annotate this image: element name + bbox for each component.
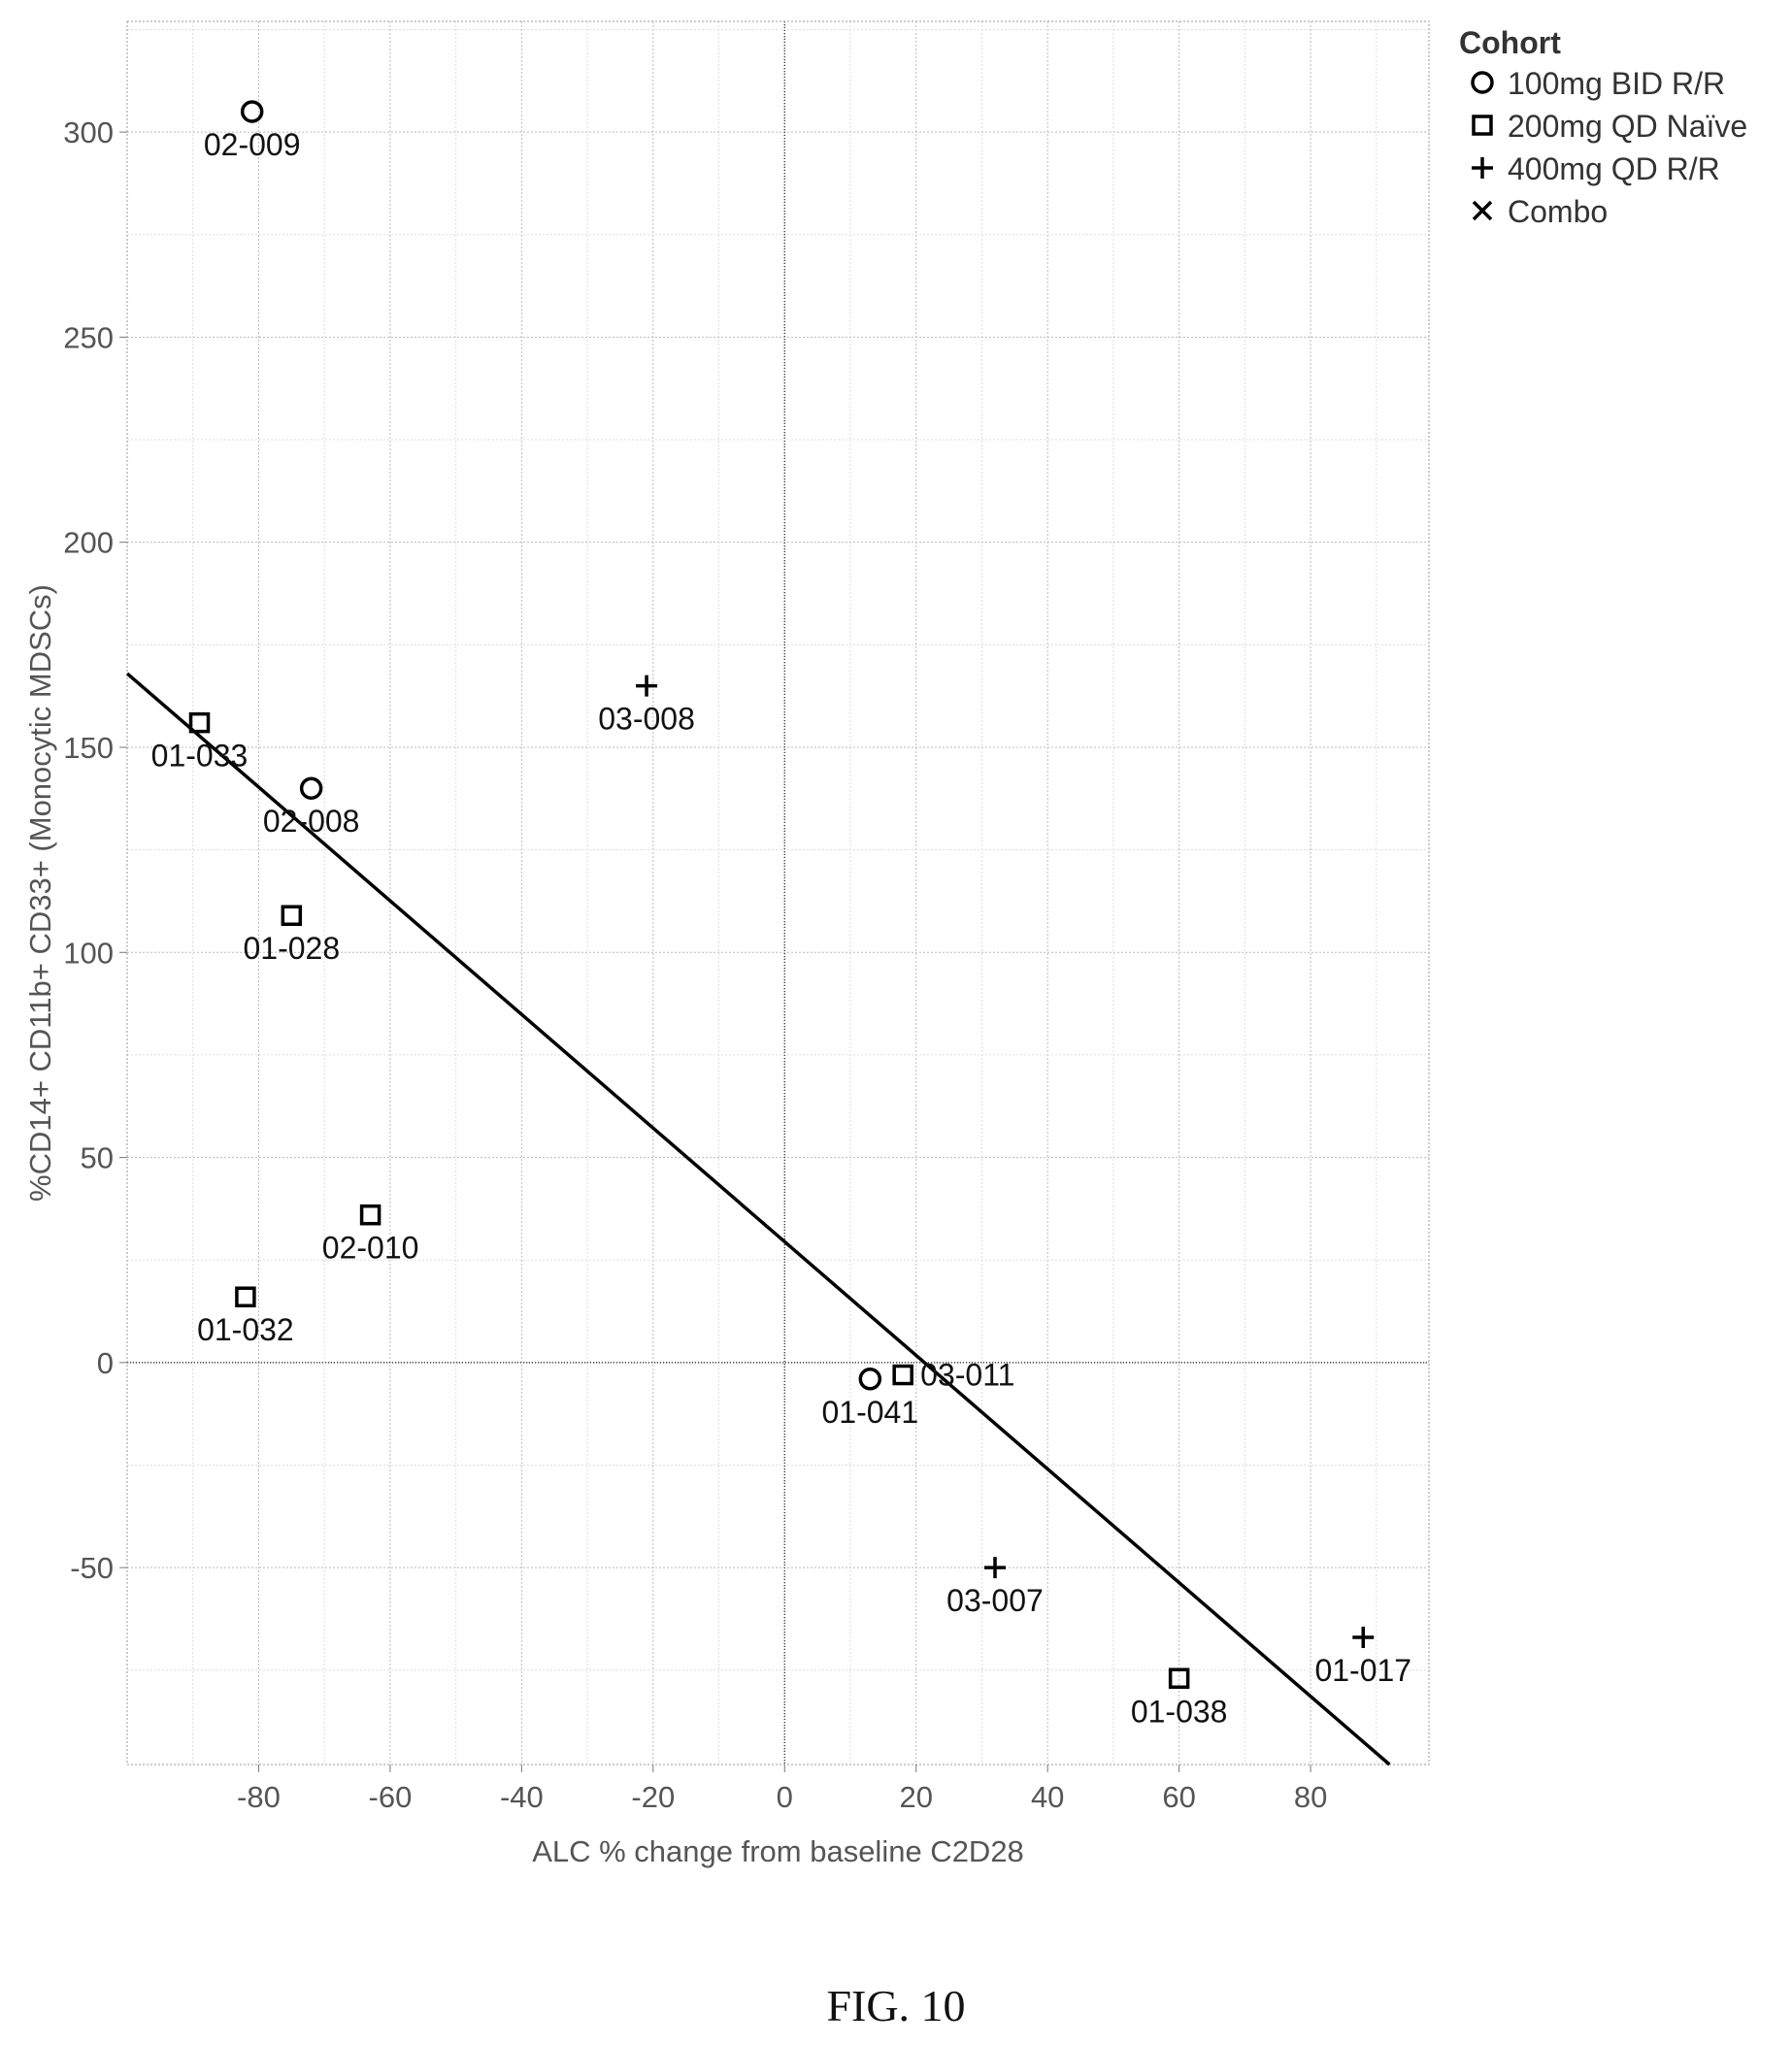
legend-marker-square <box>1472 115 1493 136</box>
legend-entries: 100mg BID R/R 200mg QD Naïve 400mg QD R/R C… <box>1471 66 1747 229</box>
y-tick-label: 300 <box>63 115 114 149</box>
x-tick-label: 40 <box>1031 1780 1064 1814</box>
point-label-02-009: 02-009 <box>204 127 301 162</box>
y-axis-ticks: -50 0 50 100 150 200 250 300 <box>63 115 127 1585</box>
data-point-01-033 <box>188 711 211 734</box>
x-axis-ticks: -80 -60 -40 -20 0 20 40 60 80 <box>237 1765 1327 1814</box>
legend-label-square: 200mg QD Naïve <box>1508 109 1747 144</box>
x-tick-label: 0 <box>777 1780 793 1814</box>
data-point-01-032 <box>235 1286 256 1307</box>
regression-line-group <box>125 672 1391 1766</box>
legend-marker-circle <box>1471 71 1494 94</box>
data-point-01-028 <box>281 905 303 926</box>
figure-caption: FIG. 10 <box>826 1981 966 2030</box>
point-label-02-008: 02-008 <box>263 804 360 839</box>
y-axis-title: %CD14+ CD11b+ CD33+ (Monocytic MDSCs) <box>23 584 57 1202</box>
point-label-01-033: 01-033 <box>151 739 249 774</box>
x-tick-label: -80 <box>237 1780 281 1814</box>
point-label-02-010: 02-010 <box>322 1231 419 1266</box>
x-tick-label: -40 <box>500 1780 544 1814</box>
point-label-01-017: 01-017 <box>1314 1653 1411 1688</box>
data-point-02-008 <box>299 776 323 800</box>
legend-label-cross: Combo <box>1508 194 1608 229</box>
y-tick-label: 200 <box>63 526 114 560</box>
plot-frame <box>126 20 1430 1765</box>
y-tick-label: 100 <box>63 936 114 970</box>
y-tick-label: 0 <box>97 1346 114 1380</box>
regression-line <box>125 672 1391 1766</box>
y-tick-label: 250 <box>63 320 114 354</box>
y-tick-label: -50 <box>70 1551 114 1585</box>
data-point-03-007 <box>984 1557 1006 1579</box>
legend-marker-plus <box>1472 157 1493 179</box>
point-label-01-028: 01-028 <box>243 931 340 966</box>
x-tick-label: 80 <box>1294 1780 1327 1814</box>
data-point-02-009 <box>240 100 264 123</box>
point-label-03-007: 03-007 <box>946 1583 1044 1618</box>
data-point-03-011 <box>892 1364 913 1386</box>
legend-label-circle: 100mg BID R/R <box>1508 66 1725 101</box>
grid <box>126 21 1429 1765</box>
legend: Cohort 100mg BID R/R 200mg QD Naïve 400mg … <box>1459 25 1747 229</box>
point-label-01-038: 01-038 <box>1131 1694 1228 1729</box>
data-point-02-010 <box>359 1204 382 1226</box>
point-label-01-041: 01-041 <box>821 1395 918 1430</box>
legend-marker-cross <box>1472 200 1493 221</box>
point-label-03-011: 03-011 <box>920 1358 1014 1393</box>
x-axis-title: ALC % change from baseline C2D28 <box>532 1834 1024 1868</box>
data-point-01-041 <box>858 1368 882 1391</box>
x-tick-label: 60 <box>1162 1780 1195 1814</box>
point-label-03-008: 03-008 <box>598 702 695 737</box>
x-tick-label: 20 <box>899 1780 932 1814</box>
point-label-01-032: 01-032 <box>197 1312 294 1347</box>
y-tick-label: 50 <box>81 1141 114 1175</box>
data-point-01-017 <box>1352 1627 1375 1648</box>
legend-label-plus: 400mg QD R/R <box>1508 151 1720 186</box>
x-tick-label: -20 <box>631 1780 675 1814</box>
y-tick-label: 150 <box>63 731 114 765</box>
data-point-03-008 <box>636 675 658 697</box>
point-labels: 02-009 02-008 01-041 01-033 01-028 02-010 01-0… <box>151 127 1411 1729</box>
legend-title: Cohort <box>1459 25 1561 60</box>
reference-lines <box>127 21 1429 1765</box>
data-points <box>188 100 1375 1690</box>
data-point-01-038 <box>1168 1667 1190 1690</box>
x-tick-label: -60 <box>369 1780 413 1814</box>
